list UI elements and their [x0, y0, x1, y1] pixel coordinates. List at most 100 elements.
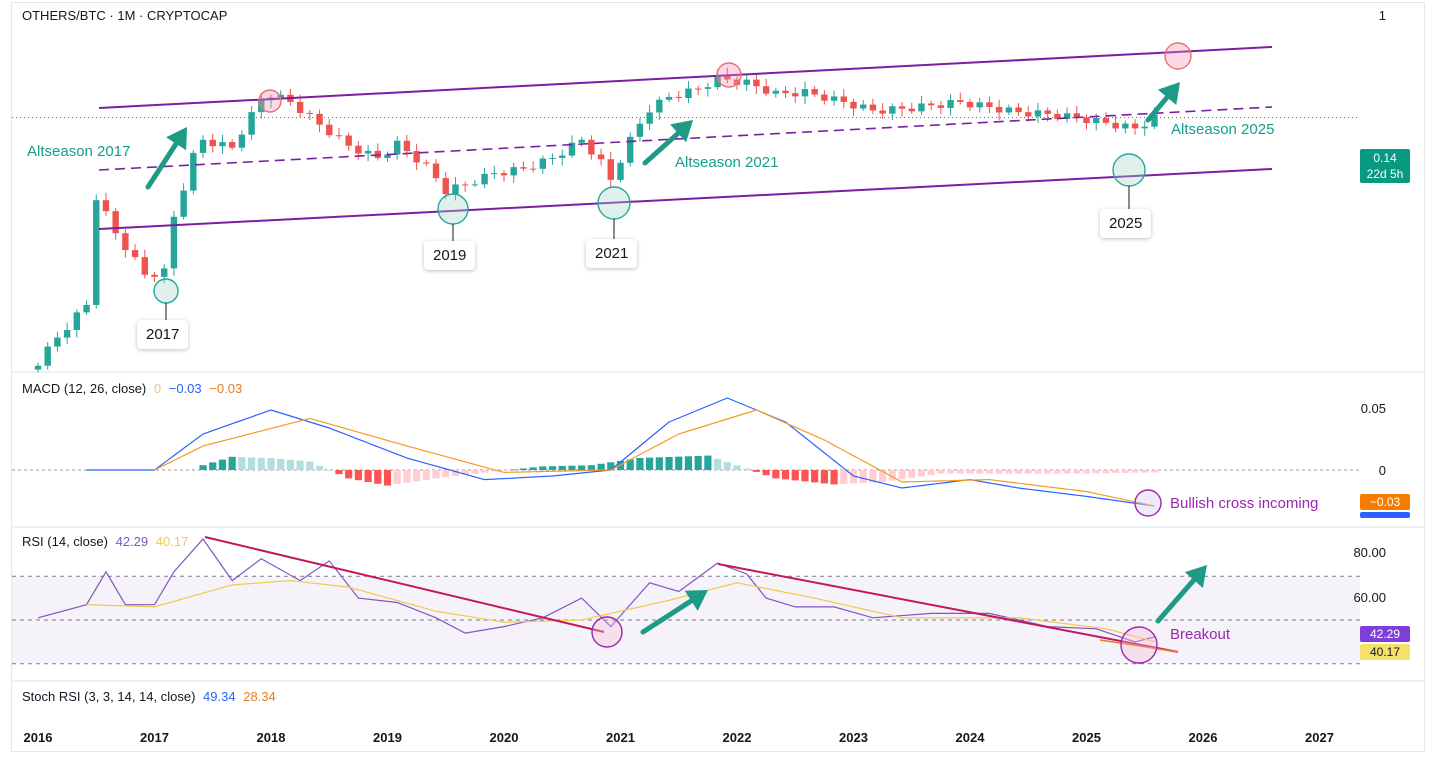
candle-down	[908, 108, 915, 112]
candle-up	[258, 100, 265, 113]
macd-hist-bar	[723, 462, 731, 470]
candle-down	[675, 96, 682, 98]
candle-up	[578, 139, 585, 143]
marker-circle-rsi-low-2021	[591, 616, 623, 648]
rsi-legend[interactable]: RSI (14, close) 42.29 40.17	[22, 534, 188, 549]
time-axis-label-2016: 2016	[23, 730, 53, 745]
macd-hist-bar	[956, 470, 964, 474]
macd-signal-tag: −0.03	[1360, 494, 1410, 510]
candle-up	[1141, 126, 1148, 129]
candle-down	[1054, 113, 1061, 119]
macd-hist-bar	[238, 457, 246, 470]
rsi-tag: 42.29	[1360, 626, 1410, 642]
macd-hist-bar	[1112, 470, 1120, 474]
macd-hist-bar	[335, 470, 343, 475]
macd-axis-label-zero: 0	[1378, 463, 1386, 478]
macd-hist-bar	[578, 465, 586, 470]
arrow-rsi-2025-shaft	[1155, 577, 1197, 624]
candle-down	[762, 86, 770, 94]
candle-down	[306, 113, 314, 115]
macd-hist-bar	[228, 456, 236, 470]
candle-up	[510, 167, 517, 176]
macd-hist-bar	[247, 457, 256, 470]
marker-circle-top-2021	[716, 62, 742, 88]
macd-hist-bar	[451, 470, 460, 476]
candle-down	[986, 102, 993, 107]
arrow-altseason-2025-head	[1157, 82, 1180, 106]
candle-down	[1044, 110, 1051, 114]
candle-up	[384, 154, 391, 158]
candle-up	[714, 75, 721, 88]
candle-up	[801, 89, 809, 97]
year-callout-2021: 2021	[586, 239, 638, 268]
candle-down	[316, 113, 323, 125]
candle-down	[423, 162, 430, 164]
arrow-rsi-2021	[640, 590, 708, 635]
arrow-altseason-2021-head	[670, 120, 693, 143]
macd-hist-bar	[1014, 470, 1023, 474]
stoch-legend[interactable]: Stoch RSI (3, 3, 14, 14, close) 49.34 28…	[22, 689, 276, 704]
arrow-rsi-2021-shaft	[640, 598, 694, 635]
candle-up	[452, 184, 459, 195]
macd-hist-bar	[393, 470, 401, 485]
candle-down	[753, 79, 760, 87]
macd-hist-bar	[199, 465, 207, 470]
time-axis-label-2021: 2021	[606, 730, 635, 745]
candle-down	[898, 106, 906, 109]
candle-up	[549, 157, 556, 159]
marker-circle-low-2025	[1112, 153, 1146, 187]
candle-down	[724, 75, 731, 80]
macd-hist-bar	[1024, 470, 1032, 474]
stoch-d-value: 28.34	[243, 689, 276, 704]
macd-hist-bar	[471, 470, 479, 474]
candle-down	[782, 90, 789, 94]
macd-hist-bar	[587, 465, 595, 470]
rsi-trendline-2	[717, 563, 1179, 653]
channel-upper-line	[98, 46, 1273, 109]
macd-hist-bar	[432, 470, 440, 479]
marker-circle-low-2017	[153, 278, 179, 304]
time-axis-label-2024: 2024	[955, 730, 985, 745]
macd-hist-bar	[762, 470, 770, 476]
macd-hist-bar	[364, 470, 372, 482]
macd-hist-bar	[374, 470, 382, 484]
macd-hist-bar	[946, 470, 955, 474]
macd-hist-bar	[898, 470, 906, 480]
macd-hist-bar	[1034, 470, 1042, 474]
candle-up	[1034, 110, 1042, 117]
macd-hist-bar	[743, 468, 751, 470]
candle-up	[947, 100, 954, 108]
arrow-altseason-2025	[1145, 82, 1180, 123]
candle-down	[122, 233, 129, 251]
time-axis-label-2026: 2026	[1188, 730, 1218, 745]
candle-down	[1073, 113, 1080, 118]
rsi-axis-label-60: 60.00	[1353, 590, 1386, 605]
candle-up	[63, 329, 71, 338]
macd-hist-bar	[607, 462, 615, 470]
macd-hist-bar	[665, 456, 673, 470]
macd-hist-bar	[209, 462, 217, 470]
macd-hist-value: 0	[153, 381, 162, 396]
macd-hist-bar	[529, 467, 537, 470]
rsi-value: 42.29	[115, 534, 149, 549]
candle-down	[141, 257, 148, 275]
rsi-ma-line	[86, 579, 1155, 643]
macd-hist-bar	[859, 470, 867, 483]
macd-hist-bar	[655, 457, 663, 470]
candle-down	[520, 167, 527, 169]
macd-hist-bar	[383, 470, 392, 486]
macd-hist-bar	[820, 470, 828, 484]
macd-hist-bar	[500, 470, 508, 471]
candle-down	[1102, 118, 1110, 123]
candle-up	[73, 312, 81, 330]
candle-up	[248, 112, 255, 135]
macd-hist-bar	[325, 470, 333, 471]
macd-hist-bar	[461, 470, 469, 475]
candle-down	[792, 93, 799, 97]
macd-legend[interactable]: MACD (12, 26, close) 0 −0.03 −0.03	[22, 381, 242, 396]
label-altseason-2021: Altseason 2021	[675, 154, 779, 171]
chart-frame	[11, 2, 1425, 752]
macd-hist-bar	[694, 455, 702, 470]
time-axis-label-2018: 2018	[256, 730, 286, 745]
